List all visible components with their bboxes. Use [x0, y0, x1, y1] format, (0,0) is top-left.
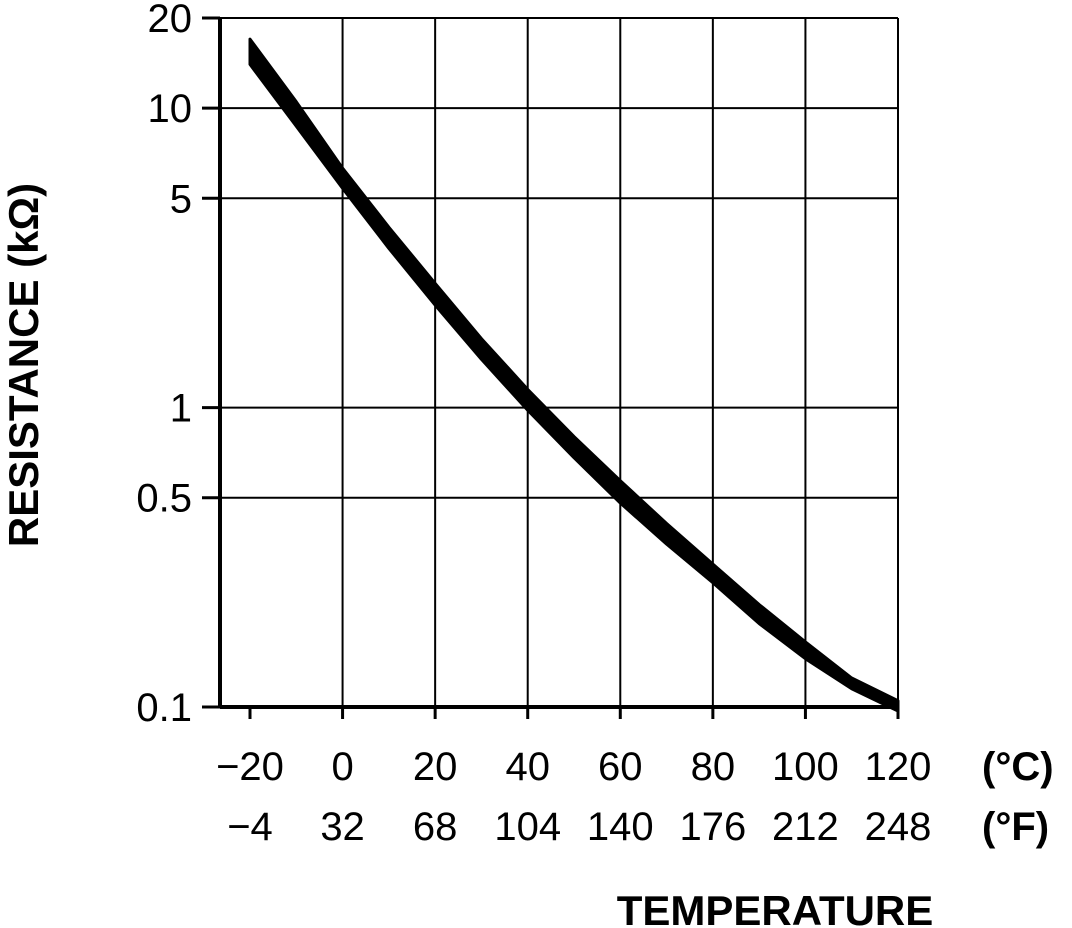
unit-fahrenheit-label: (°F)	[982, 805, 1049, 849]
resistance-band	[248, 37, 900, 713]
y-tick-labels: 20 10 5 1 0.5 0.1	[136, 0, 192, 730]
x-tick-label-celsius: 40	[505, 745, 550, 789]
x-tick-label-celsius: 60	[598, 745, 643, 789]
x-tick-label-celsius: 0	[331, 745, 353, 789]
x-tick-label-celsius: 120	[865, 745, 932, 789]
y-tick-label: 20	[148, 0, 193, 41]
x-tick-label-fahrenheit: −4	[227, 805, 273, 849]
y-tick-label: 0.5	[136, 477, 192, 521]
x-tick-labels: −20 −4 0 32 20 68 40 104 60 140 80 176 100 212 120 248	[216, 745, 931, 849]
x-tick-label-fahrenheit: 140	[587, 805, 654, 849]
x-tick-label-celsius: 20	[413, 745, 458, 789]
plot-frame	[202, 17, 899, 709]
y-tick-label: 1	[170, 387, 192, 431]
x-tick-label-fahrenheit: 212	[772, 805, 839, 849]
x-tick-label-celsius: −20	[216, 745, 284, 789]
x-tick-label-fahrenheit: 68	[413, 805, 458, 849]
x-tick-label-celsius: 100	[772, 745, 839, 789]
x-tick-label-fahrenheit: 104	[494, 805, 561, 849]
x-tick-label-fahrenheit: 32	[320, 805, 365, 849]
y-tick-label: 0.1	[136, 686, 192, 730]
unit-celsius-label: (°C)	[982, 745, 1054, 789]
resistance-band-area	[248, 37, 900, 713]
x-tick-label-fahrenheit: 176	[679, 805, 746, 849]
x-tick-label-celsius: 80	[691, 745, 736, 789]
y-tick-label: 10	[148, 87, 193, 131]
y-tick-label: 5	[170, 177, 192, 221]
y-axis-title: RESISTANCE (kΩ)	[0, 183, 47, 547]
x-tick-label-fahrenheit: 248	[865, 805, 932, 849]
x-axis-title: TEMPERATURE	[617, 887, 934, 928]
